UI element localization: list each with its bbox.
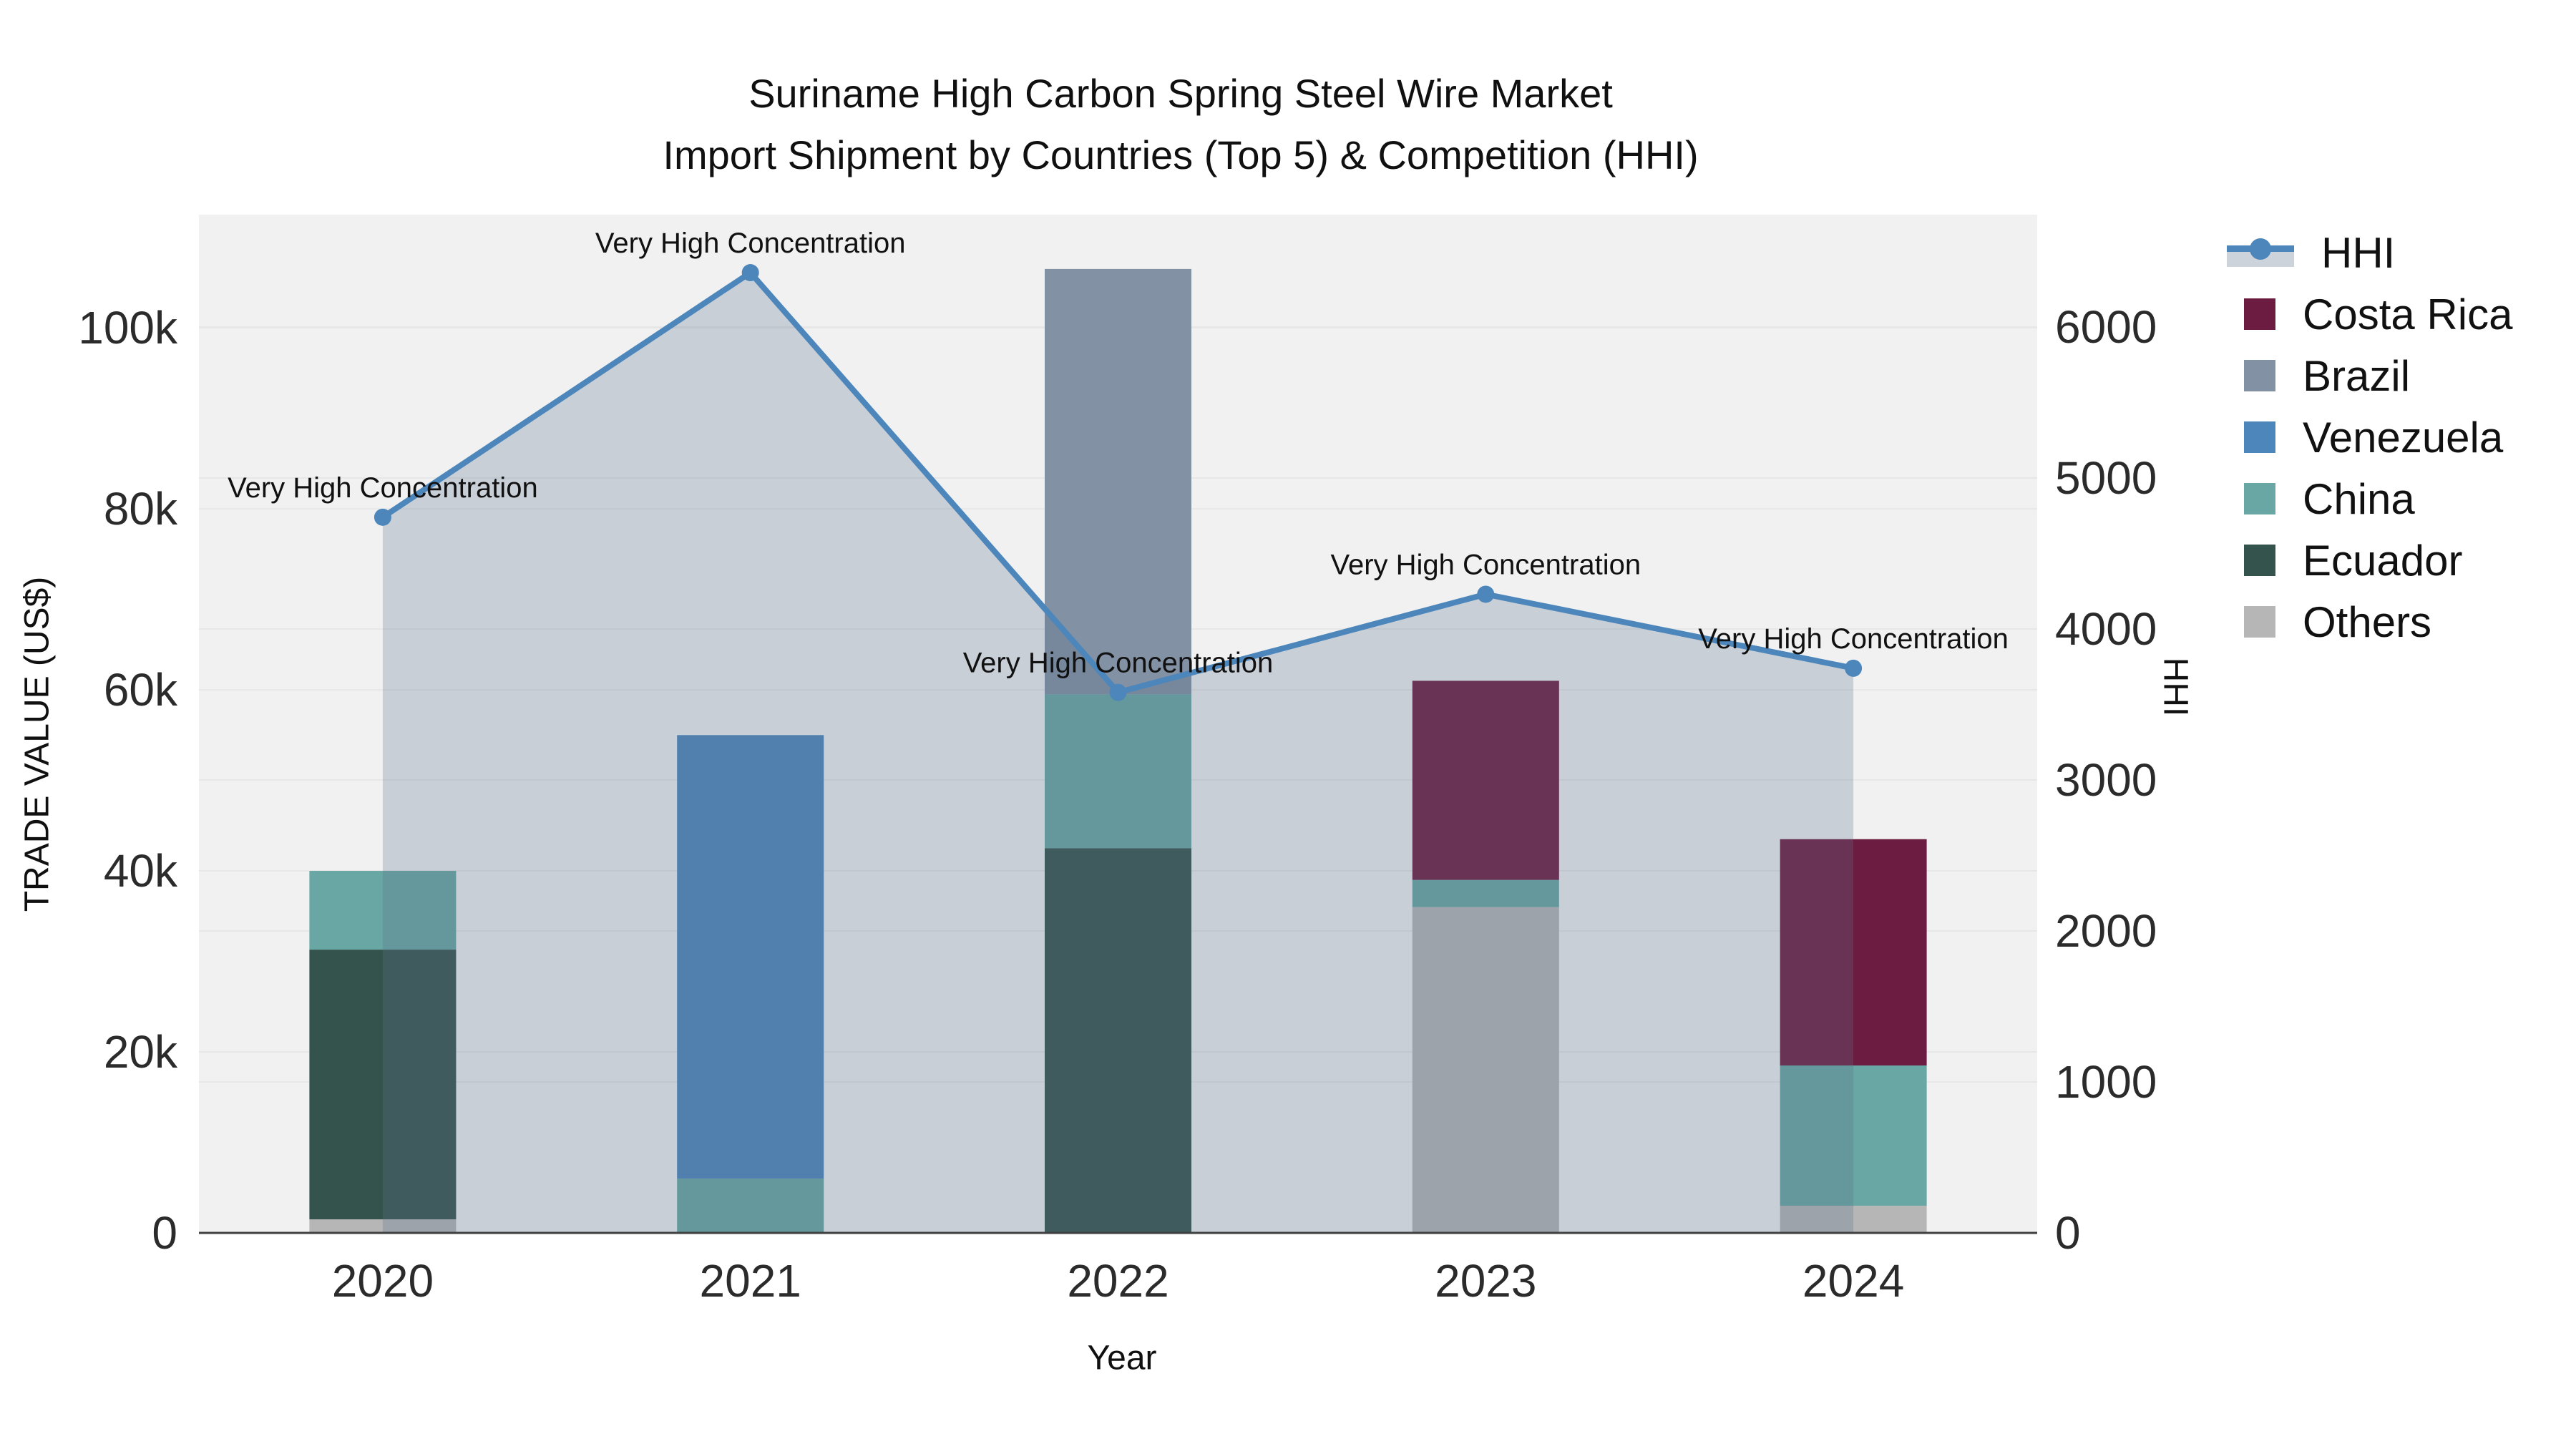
legend-item-ecuador[interactable]: Ecuador: [2227, 536, 2512, 585]
right-axis-tick-1000: 1000: [2055, 1056, 2157, 1108]
left-axis-tick-20k: 20k: [104, 1026, 178, 1078]
annotation-2020: Very High Concentration: [228, 472, 538, 504]
legend-item-others[interactable]: Others: [2227, 597, 2512, 646]
others-swatch-icon: [2244, 606, 2275, 638]
bar-segment-2020-china[interactable]: [309, 871, 457, 950]
bar-segment-2024-china[interactable]: [1780, 1065, 1927, 1206]
chart-title-line1: Suriname High Carbon Spring Steel Wire M…: [748, 71, 1613, 116]
bar-segment-2023-china[interactable]: [1412, 879, 1559, 907]
ecuador-swatch-icon: [2244, 545, 2275, 576]
left-axis-tick-0: 0: [152, 1207, 177, 1259]
bar-segment-2022-china[interactable]: [1045, 694, 1191, 849]
x-axis-tick-2020: 2020: [332, 1255, 434, 1307]
bar-segment-2024-costa-rica[interactable]: [1780, 839, 1927, 1065]
chart-title-line2: Import Shipment by Countries (Top 5) & C…: [663, 132, 1699, 177]
legend-label-venezuela: Venezuela: [2303, 413, 2504, 462]
bar-segment-2021-china[interactable]: [677, 1179, 824, 1233]
left-axis-tick-80k: 80k: [104, 483, 178, 535]
venezuela-swatch-icon: [2244, 421, 2275, 453]
costa-rica-swatch-icon: [2244, 298, 2275, 330]
bar-segment-2024-others[interactable]: [1780, 1206, 1927, 1233]
right-axis-title: HHI: [2156, 657, 2195, 717]
annotation-2022: Very High Concentration: [963, 648, 1274, 679]
x-axis-tick-2022: 2022: [1067, 1255, 1169, 1307]
hhi-marker-2021[interactable]: [741, 264, 759, 282]
legend-item-hhi[interactable]: HHI: [2227, 228, 2512, 277]
right-axis-tick-6000: 6000: [2055, 301, 2157, 353]
legend: HHI Costa Rica Brazil Venezuela China Ec…: [2227, 228, 2513, 661]
bar-segment-2021-venezuela[interactable]: [677, 735, 824, 1179]
bar-segment-2020-others[interactable]: [309, 1219, 457, 1233]
annotation-2021: Very High Concentration: [595, 228, 906, 259]
legend-label-others: Others: [2303, 597, 2432, 646]
bar-segment-2022-brazil[interactable]: [1045, 268, 1191, 695]
x-axis-tick-2024: 2024: [1802, 1255, 1904, 1307]
hhi-line-swatch-icon: [2227, 233, 2294, 273]
hhi-area-fill: [382, 273, 1854, 1233]
bar-segment-2020-ecuador[interactable]: [309, 950, 457, 1220]
left-axis-tick-60k: 60k: [104, 664, 178, 716]
right-axis-tick-0: 0: [2055, 1207, 2081, 1259]
legend-label-costa-rica: Costa Rica: [2303, 290, 2513, 338]
right-axis-tick-3000: 3000: [2055, 754, 2157, 806]
left-axis-title: TRADE VALUE (US$): [18, 576, 57, 912]
brazil-swatch-icon: [2244, 360, 2275, 391]
hhi-marker-2022[interactable]: [1109, 683, 1127, 701]
right-axis-tick-5000: 5000: [2055, 452, 2157, 504]
legend-item-brazil[interactable]: Brazil: [2227, 351, 2512, 400]
bar-segment-2022-ecuador[interactable]: [1045, 848, 1191, 1233]
annotation-2023: Very High Concentration: [1331, 549, 1641, 580]
legend-label-china: China: [2303, 474, 2415, 523]
hhi-marker-2023[interactable]: [1477, 585, 1495, 603]
china-swatch-icon: [2244, 483, 2275, 514]
right-axis-tick-2000: 2000: [2055, 905, 2157, 957]
left-axis-tick-100k: 100k: [78, 302, 178, 353]
legend-label-ecuador: Ecuador: [2303, 536, 2463, 585]
legend-item-china[interactable]: China: [2227, 474, 2512, 523]
hhi-marker-2024[interactable]: [1845, 659, 1863, 677]
bottom-axis-title: Year: [1087, 1339, 1157, 1377]
chart-title: Suriname High Carbon Spring Steel Wire M…: [0, 63, 2361, 186]
bar-segment-2023-costa-rica[interactable]: [1412, 680, 1559, 880]
right-axis-tick-4000: 4000: [2055, 603, 2157, 655]
hhi-marker-2020[interactable]: [374, 508, 391, 526]
x-axis-tick-2021: 2021: [700, 1255, 801, 1307]
legend-item-costa-rica[interactable]: Costa Rica: [2227, 290, 2513, 338]
x-axis-tick-2023: 2023: [1435, 1255, 1536, 1307]
legend-item-venezuela[interactable]: Venezuela: [2227, 413, 2512, 462]
annotation-2024: Very High Concentration: [1698, 623, 2009, 655]
legend-label-brazil: Brazil: [2303, 351, 2411, 400]
bar-segment-2023-others[interactable]: [1412, 907, 1559, 1233]
left-axis-tick-40k: 40k: [104, 845, 178, 897]
legend-label-hhi: HHI: [2321, 228, 2396, 277]
